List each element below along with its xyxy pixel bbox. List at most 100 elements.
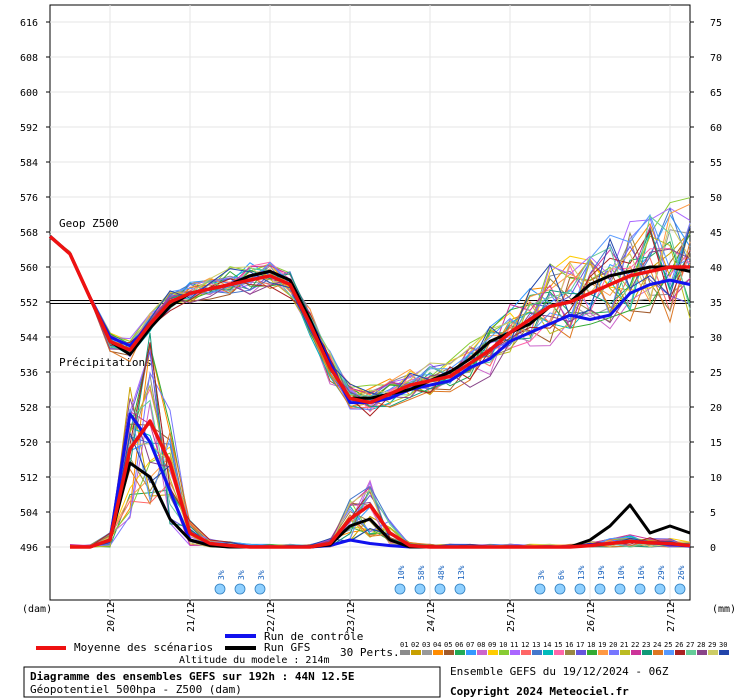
pert-legend-swatch bbox=[642, 650, 652, 655]
pert-legend-swatch bbox=[576, 650, 586, 655]
legend-control-label: Run de contrôle bbox=[264, 630, 363, 643]
pert-legend-swatch bbox=[521, 650, 531, 655]
snow-percent-label: 3% bbox=[217, 570, 226, 580]
y-right-tick-label: 25 bbox=[710, 368, 722, 379]
snowflake-icon bbox=[254, 583, 266, 595]
snowflake-icon bbox=[534, 583, 546, 595]
y-right-tick-label: 70 bbox=[710, 53, 722, 64]
snow-flake-marker: 13% bbox=[574, 565, 586, 595]
pert-legend-label: 28 bbox=[697, 641, 705, 649]
pert-legend-swatch bbox=[433, 650, 443, 655]
legend-perts-label: 30 Perts. bbox=[340, 646, 400, 659]
snow-flake-marker: 26% bbox=[674, 565, 686, 595]
snow-percent-label: 58% bbox=[417, 565, 426, 580]
y-left-tick-label: 552 bbox=[20, 298, 38, 309]
y-left-tick-label: 520 bbox=[20, 438, 38, 449]
y-right-tick-label: 50 bbox=[710, 193, 722, 204]
y-right-tick-label: 5 bbox=[710, 508, 716, 519]
pert-legend-label: 02 bbox=[411, 641, 419, 649]
x-tick-label: 20/12 bbox=[106, 602, 117, 632]
snow-percent-label: 13% bbox=[457, 565, 466, 580]
pert-legend-swatch bbox=[675, 650, 685, 655]
perturbation-geop-line-30 bbox=[49, 226, 691, 400]
y-left-tick-label: 528 bbox=[20, 403, 38, 414]
y-right-tick-label: 20 bbox=[710, 403, 722, 414]
pert-legend-swatch bbox=[422, 650, 432, 655]
main-series bbox=[48, 235, 691, 549]
snow-flake-marker: 3% bbox=[534, 570, 546, 595]
y-left-tick-label: 512 bbox=[20, 473, 38, 484]
x-tick-label: 27/12 bbox=[666, 602, 677, 632]
snowflake-icon bbox=[454, 583, 466, 595]
snow-flake-marker: 3% bbox=[234, 570, 246, 595]
legend-mean-label: Moyenne des scénarios bbox=[74, 641, 213, 654]
pert-legend-label: 09 bbox=[488, 641, 496, 649]
snow-percent-label: 48% bbox=[437, 565, 446, 580]
pert-legend-label: 12 bbox=[521, 641, 529, 649]
snow-flake-marker: 3% bbox=[214, 570, 226, 595]
pert-legend-swatch bbox=[653, 650, 663, 655]
altitude-label: Altitude du modele : 214m bbox=[179, 655, 330, 666]
pert-legend-swatch bbox=[686, 650, 696, 655]
pert-legend-swatch bbox=[664, 650, 674, 655]
x-axis-ticks: 20/12 21/12 22/12 23/12 24/12 25/12 26/12 27/12 bbox=[106, 600, 677, 632]
snowflake-icon bbox=[614, 583, 626, 595]
copyright: Copyright 2024 Meteociel.fr bbox=[450, 685, 629, 698]
snow-percent-label: 3% bbox=[257, 570, 266, 580]
snow-percent-label: 3% bbox=[537, 570, 546, 580]
x-tick-label: 25/12 bbox=[506, 602, 517, 632]
legend: Moyenne des scénarios Run de contrôle Ru… bbox=[36, 630, 729, 659]
pert-legend-swatch bbox=[598, 650, 608, 655]
run-info: Ensemble GEFS du 19/12/2024 - 06Z bbox=[450, 665, 669, 678]
pert-legend-label: 10 bbox=[499, 641, 507, 649]
pert-legend-label: 11 bbox=[510, 641, 518, 649]
pert-legend-label: 07 bbox=[466, 641, 474, 649]
y-right-tick-label: 40 bbox=[710, 263, 722, 274]
y-left-unit: (dam) bbox=[22, 604, 52, 615]
pert-legend-swatch bbox=[444, 650, 454, 655]
y-right-tick-label: 15 bbox=[710, 438, 722, 449]
snowflake-icon bbox=[414, 583, 426, 595]
chart-title: Diagramme des ensembles GEFS sur 192h : … bbox=[30, 670, 355, 683]
x-tick-label: 23/12 bbox=[346, 602, 357, 632]
y-left-tick-label: 584 bbox=[20, 158, 38, 169]
pert-legend-swatch bbox=[466, 650, 476, 655]
title-box: Diagramme des ensembles GEFS sur 192h : … bbox=[23, 666, 441, 698]
snow-percent-label: 6% bbox=[557, 570, 566, 580]
snow-flake-marker: 10% bbox=[614, 565, 626, 595]
pert-legend-label: 29 bbox=[708, 641, 716, 649]
pert-legend-swatch bbox=[708, 650, 718, 655]
mean-geop-line bbox=[48, 235, 690, 405]
snowflake-icon bbox=[574, 583, 586, 595]
pert-legend-label: 22 bbox=[631, 641, 639, 649]
snowflake-icon bbox=[234, 583, 246, 595]
y-right-tick-label: 75 bbox=[710, 18, 722, 29]
pert-legend-swatch bbox=[697, 650, 707, 655]
pert-legend-label: 04 bbox=[433, 641, 441, 649]
x-tick-label: 21/12 bbox=[186, 602, 197, 632]
pert-legend-label: 19 bbox=[598, 641, 606, 649]
snow-flake-marker: 29% bbox=[654, 565, 666, 595]
snow-percent-label: 10% bbox=[397, 565, 406, 580]
y-left-tick-label: 616 bbox=[20, 18, 38, 29]
pert-legend-swatch bbox=[543, 650, 553, 655]
snow-percent-label: 29% bbox=[657, 565, 666, 580]
y-axis-left-ticks: 616 608 600 592 584 576 568 560 552 544 536 528 520 5… bbox=[20, 18, 50, 554]
y-left-tick-label: 560 bbox=[20, 263, 38, 274]
y-left-tick-label: 600 bbox=[20, 88, 38, 99]
y-right-tick-label: 30 bbox=[710, 333, 722, 344]
pert-legend-swatch bbox=[719, 650, 729, 655]
snowflake-icon bbox=[394, 583, 406, 595]
snow-flake-marker: 13% bbox=[454, 565, 466, 595]
pert-legend-swatch bbox=[400, 650, 410, 655]
legend-gfs-label: Run GFS bbox=[264, 641, 310, 654]
snow-flake-marker: 6% bbox=[554, 570, 566, 595]
snowflake-icon bbox=[554, 583, 566, 595]
snow-flake-marker: 16% bbox=[634, 565, 646, 595]
y-right-tick-label: 65 bbox=[710, 88, 722, 99]
snow-percent-label: 19% bbox=[597, 565, 606, 580]
pert-legend-swatch bbox=[477, 650, 487, 655]
y-right-unit: (mm) bbox=[712, 604, 736, 615]
